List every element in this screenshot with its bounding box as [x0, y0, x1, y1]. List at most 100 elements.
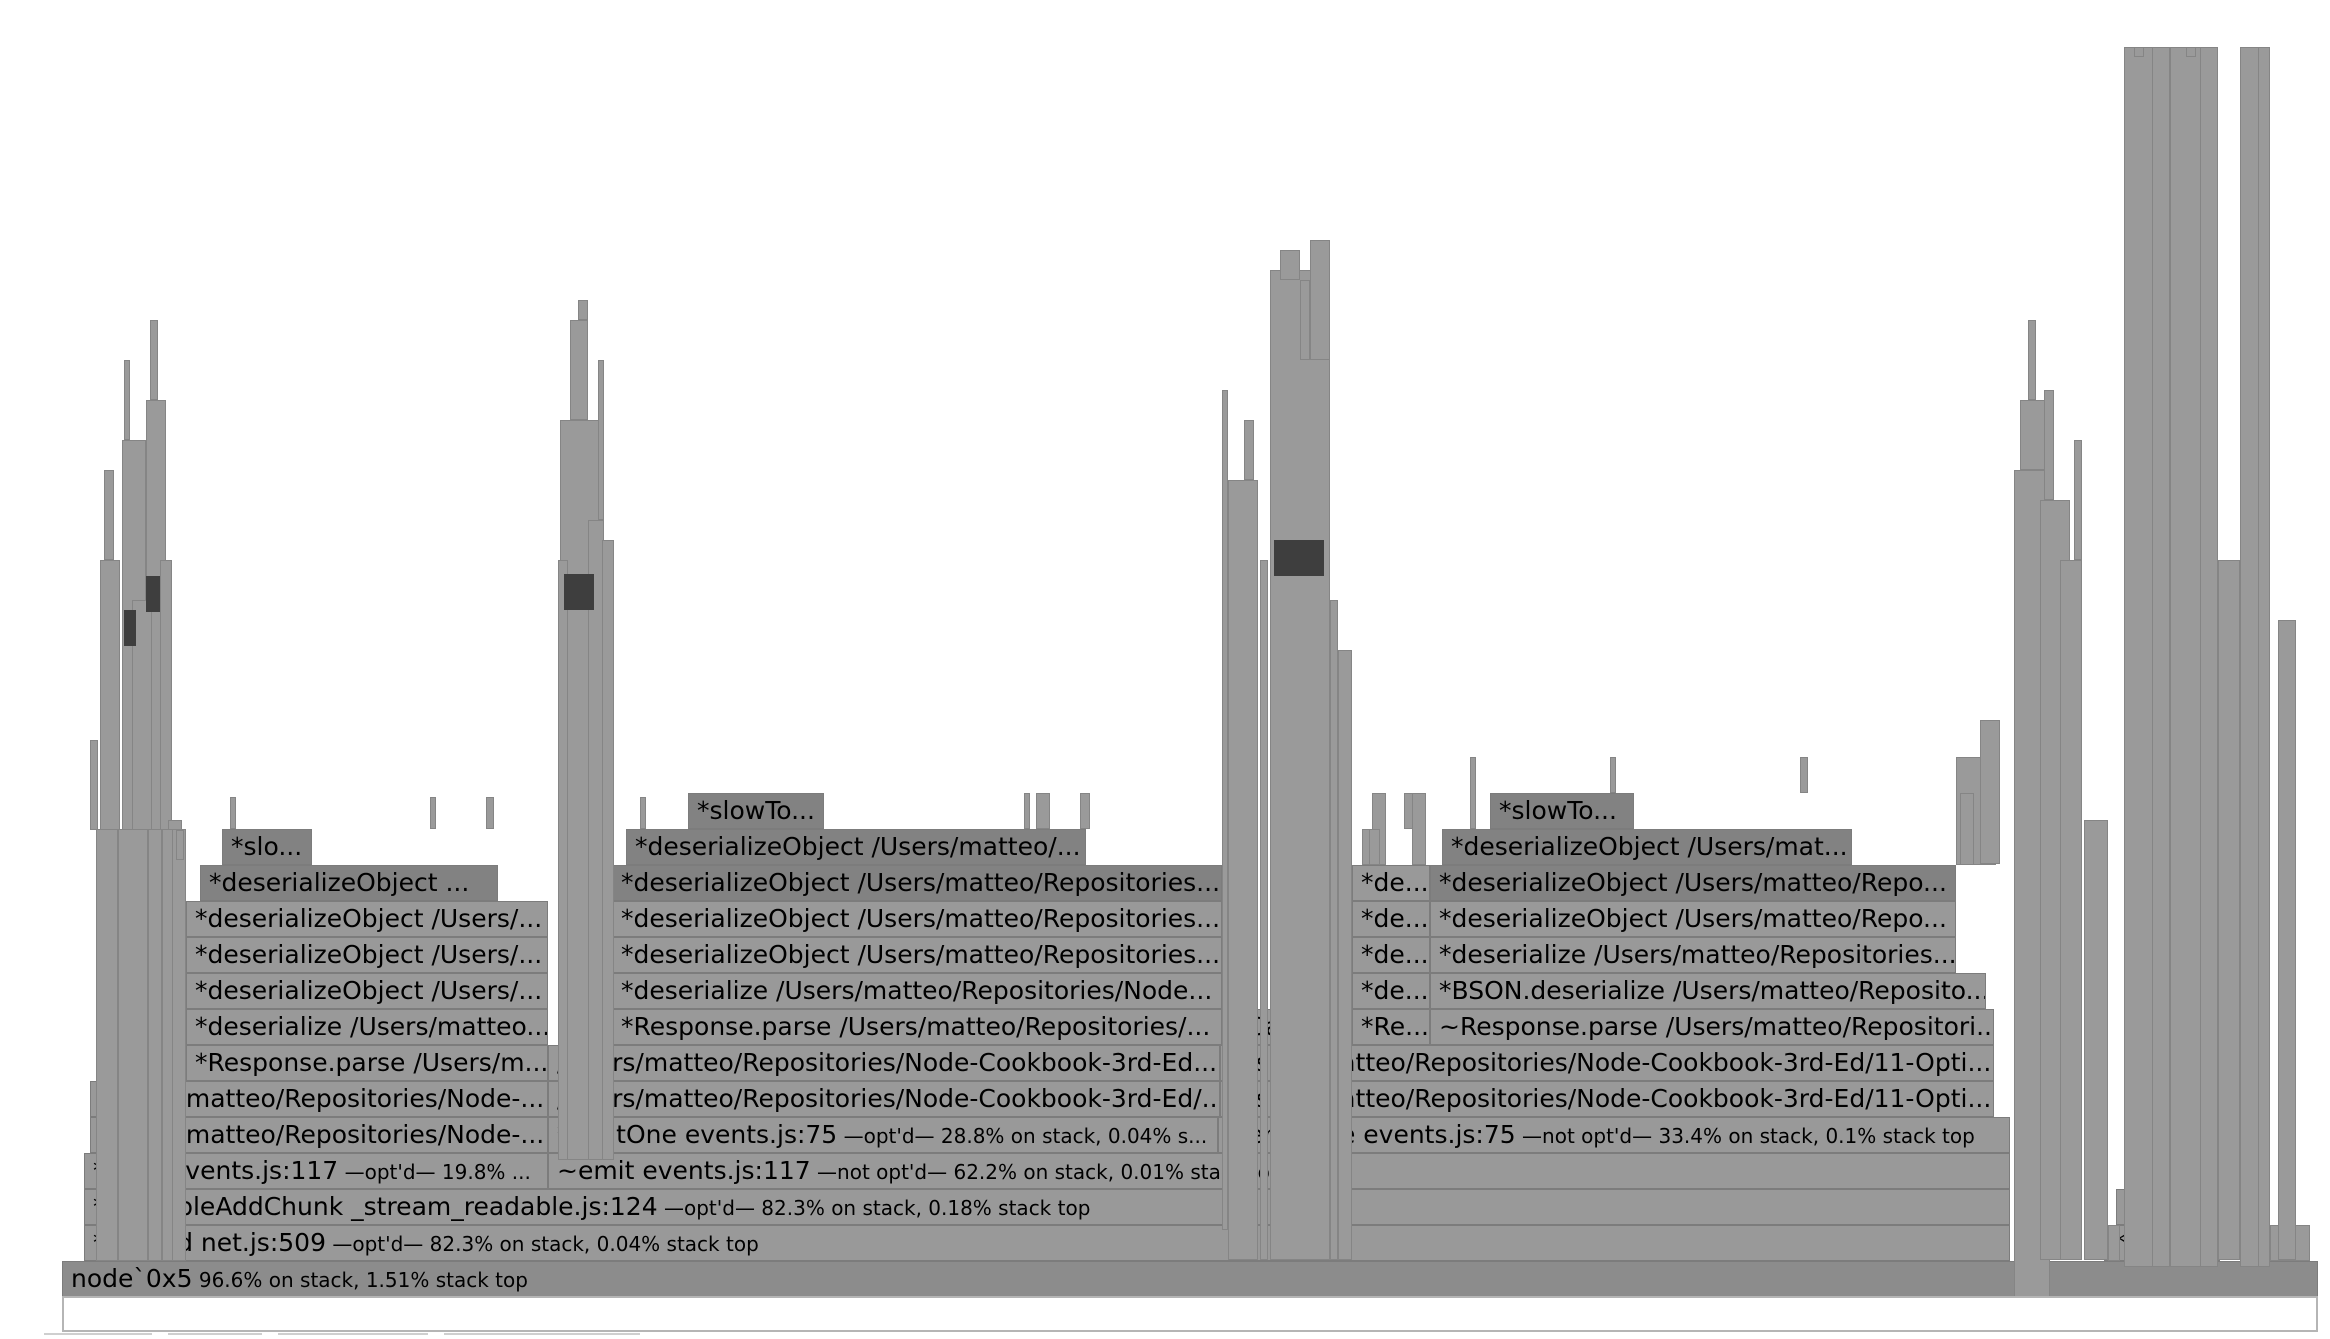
flame-frame[interactable]: /Users/matteo/Repositories/Node-Cookbook… — [548, 1045, 1220, 1081]
flame-stack-column[interactable] — [2218, 560, 2240, 1260]
flame-stack-column[interactable] — [1280, 250, 1300, 280]
flame-stack-column[interactable] — [1024, 793, 1030, 829]
flame-stack-column[interactable] — [150, 320, 158, 400]
flame-frame[interactable]: *deserializeObject /Users/... — [186, 937, 548, 973]
flame-stack-column[interactable] — [1960, 793, 1974, 865]
flame-frame[interactable]: *readableAddChunk _stream_readable.js:12… — [84, 1189, 2010, 1225]
flame-stack-column[interactable] — [2152, 47, 2170, 1267]
flame-stack-column[interactable] — [602, 540, 614, 1160]
flame-stack-column[interactable] — [172, 829, 186, 1261]
flame-frame[interactable]: *de... — [1352, 865, 1430, 901]
flame-frame[interactable]: *emitOne events.js:75 —opt'd— 28.8% on s… — [548, 1117, 1218, 1153]
flame-frame[interactable]: *deserialize /Users/matteo... — [186, 1009, 548, 1045]
flame-frame[interactable]: node`0x5 96.6% on stack, 1.51% stack top — [62, 1261, 2318, 1297]
flame-stack-column[interactable] — [1800, 757, 1808, 793]
flame-frame[interactable]: *Response.parse /Users/matteo/Repositori… — [612, 1009, 1222, 1045]
flame-stack-column[interactable] — [558, 560, 568, 1160]
flame-frame[interactable]: *de... — [1352, 937, 1430, 973]
flame-stack-column[interactable] — [2084, 820, 2108, 1260]
flame-stack-column[interactable] — [2258, 47, 2270, 1267]
flame-stack-column[interactable] — [104, 470, 114, 560]
flame-frame[interactable]: *slowTo... — [688, 793, 824, 829]
flame-stack-column[interactable] — [1244, 420, 1254, 480]
bottom-tab[interactable] — [44, 1333, 152, 1339]
flame-frame[interactable]: *deserializeObject /Users/... — [186, 901, 548, 937]
bottom-tab[interactable] — [168, 1333, 262, 1339]
flame-stack-column[interactable] — [118, 829, 148, 1261]
flame-frame[interactable]: *deserializeObject /Users/matteo/Reposit… — [612, 937, 1222, 973]
flame-stack-column[interactable] — [2060, 560, 2082, 1260]
flame-stack-column[interactable] — [1412, 793, 1426, 865]
flame-frame[interactable]: *deserializeObject ... — [200, 865, 498, 901]
flame-frame[interactable]: *Re... — [1352, 1009, 1430, 1045]
flame-frame[interactable]: *deserializeObject /Users/matteo/Repo... — [1430, 865, 1956, 901]
flame-stack-column[interactable] — [1610, 757, 1616, 793]
flame-stack-column[interactable] — [2074, 440, 2082, 560]
flame-stack-column[interactable] — [1036, 793, 1050, 829]
flame-stack-column[interactable] — [578, 300, 588, 320]
flame-stack-column[interactable] — [2108, 1225, 2120, 1261]
flame-stack-column[interactable] — [486, 797, 494, 829]
flame-stack-column[interactable] — [96, 829, 118, 1261]
hot-frame[interactable] — [1274, 540, 1324, 576]
flamegraph-search-bar[interactable] — [62, 1296, 2318, 1332]
flame-stack-column[interactable] — [2134, 47, 2144, 57]
hot-frame[interactable] — [564, 574, 594, 610]
flame-stack-column[interactable] — [570, 320, 588, 420]
flame-stack-column[interactable] — [1980, 720, 2000, 864]
flame-frame[interactable]: *deserializeObject /Users/matteo/Reposit… — [612, 901, 1222, 937]
flame-stack-column[interactable] — [2200, 47, 2218, 1267]
flame-frame[interactable]: *Response.parse /Users/m... — [186, 1045, 548, 1081]
flame-frame[interactable]: *deserialize /Users/matteo/Repositories/… — [612, 973, 1222, 1009]
flame-stack-column[interactable] — [90, 740, 98, 830]
flame-stack-column[interactable] — [2124, 47, 2154, 1267]
bottom-tab[interactable] — [444, 1333, 640, 1339]
flame-frame[interactable]: *slo... — [222, 829, 312, 865]
flame-frame[interactable]: /Users/matteo/Repositories/Node-Cookbook… — [548, 1081, 1220, 1117]
flame-stack-column[interactable] — [230, 797, 236, 829]
flame-stack-column[interactable] — [1228, 480, 1258, 1260]
flame-frame[interactable]: ~Response.parse /Users/matteo/Repositori… — [1430, 1009, 1994, 1045]
flame-frame[interactable]: *de... — [1352, 973, 1430, 1009]
flame-stack-column[interactable] — [640, 797, 646, 829]
bottom-tab[interactable] — [278, 1333, 428, 1339]
flame-stack-column[interactable] — [1330, 600, 1338, 1260]
flame-stack-column[interactable] — [1260, 560, 1268, 1260]
flame-frame[interactable]: *de... — [1352, 901, 1430, 937]
flame-frame[interactable]: *deserialize /Users/matteo/Repositories.… — [1430, 937, 1956, 973]
flame-stack-column[interactable] — [100, 560, 120, 830]
flame-frame-stats: —opt'd— 82.3% on stack, 0.04% stack top — [325, 1232, 759, 1256]
flame-stack-column[interactable] — [2278, 620, 2296, 1260]
flame-stack-column[interactable] — [2170, 47, 2204, 1267]
flame-frame[interactable]: *deserializeObject /Users/matteo/... — [626, 829, 1086, 865]
flame-stack-column[interactable] — [2020, 400, 2046, 470]
flame-stack-column[interactable] — [1338, 650, 1352, 1260]
flame-stack-column[interactable] — [176, 830, 184, 860]
flame-frame[interactable]: *onread net.js:509 —opt'd— 82.3% on stac… — [84, 1225, 2010, 1261]
flame-frame[interactable]: *BSON.deserialize /Users/matteo/Reposito… — [1430, 973, 1986, 1009]
flame-stack-column[interactable] — [1310, 240, 1330, 360]
hot-frame[interactable] — [146, 576, 160, 612]
flame-stack-column[interactable] — [124, 360, 130, 440]
flame-stack-column[interactable] — [1270, 270, 1330, 1260]
flame-frame[interactable]: *deserializeObject /Users/mat... — [1442, 829, 1852, 865]
flame-stack-column[interactable] — [1300, 280, 1310, 360]
flame-stack-column[interactable] — [2044, 390, 2054, 500]
flame-stack-column[interactable] — [430, 797, 436, 829]
flame-stack-column[interactable] — [2028, 320, 2036, 400]
flame-stack-column[interactable] — [2186, 47, 2196, 57]
flame-stack-column[interactable] — [168, 820, 182, 830]
flame-stack-column[interactable] — [148, 829, 162, 1261]
flame-stack-column[interactable] — [1080, 793, 1090, 829]
flame-stack-column[interactable] — [598, 360, 604, 520]
flame-stack-column[interactable] — [132, 600, 152, 830]
flame-frame[interactable]: *slowTo... — [1490, 793, 1634, 829]
flame-frame[interactable]: *deserializeObject /Users/matteo/Repo... — [1430, 901, 1956, 937]
flame-frame[interactable]: *deserializeObject /Users/matteo/Reposit… — [612, 865, 1222, 901]
hot-frame[interactable] — [124, 610, 136, 646]
flame-frame[interactable]: *deserializeObject /Users/... — [186, 973, 548, 1009]
flame-stack-column[interactable] — [160, 560, 172, 830]
flame-stack-column[interactable] — [1362, 829, 1370, 865]
flame-stack-column[interactable] — [1222, 390, 1228, 1230]
flame-stack-column[interactable] — [1470, 757, 1476, 829]
